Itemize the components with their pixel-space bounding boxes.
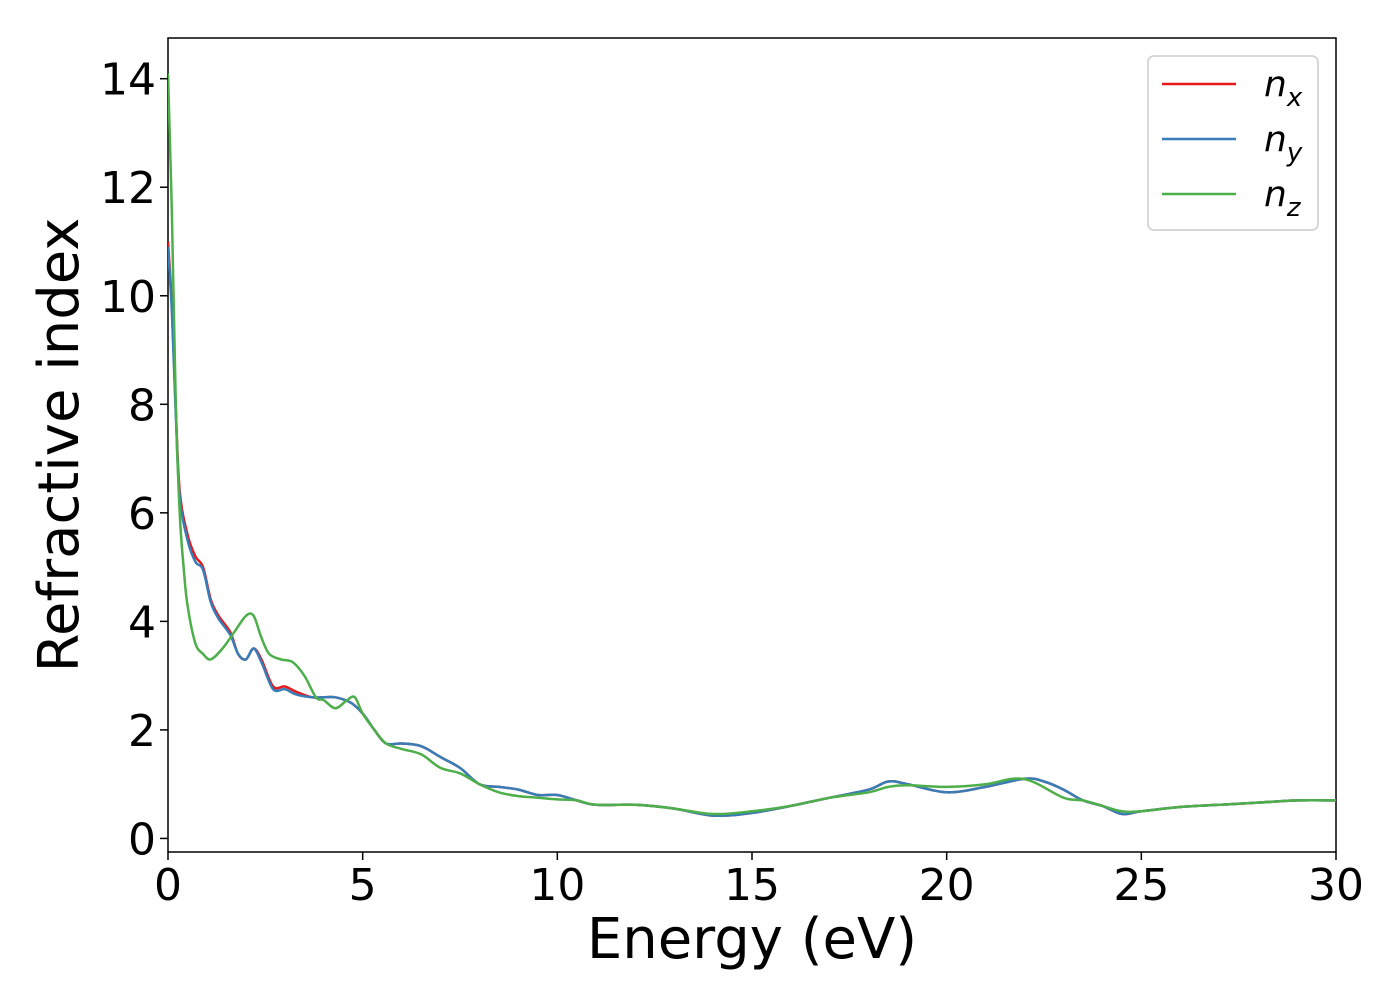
series-line-z: [168, 73, 1336, 816]
series-line-y: [168, 246, 1336, 818]
y-tick-label: 10: [100, 272, 156, 323]
y-axis-label: Refractive index: [27, 218, 92, 673]
y-tick-label: 6: [128, 489, 156, 540]
legend: nx ny nz: [1147, 55, 1319, 231]
y-tick-label: 8: [128, 380, 156, 431]
y-tick-label: 12: [100, 163, 156, 214]
x-tick-label: 25: [1113, 860, 1169, 911]
legend-label-z: nz: [1264, 174, 1302, 223]
legend-label-y: ny: [1264, 119, 1303, 168]
x-tick-label: 0: [154, 860, 182, 911]
series-line-x: [168, 241, 1336, 818]
legend-box: [1147, 55, 1319, 231]
x-axis-label: Energy (eV): [587, 907, 917, 972]
y-tick-label: 14: [100, 55, 156, 106]
legend-items: nx ny nz: [1162, 64, 1303, 223]
x-tick-label: 5: [349, 860, 377, 911]
y-tick-label: 4: [128, 597, 156, 648]
y-tick-label: 0: [128, 814, 156, 865]
x-tick-label: 20: [919, 860, 975, 911]
x-tick-label: 30: [1308, 860, 1364, 911]
series-layer: [168, 73, 1336, 818]
y-axis-ticks: 0 2 4 6 8 10 12 14: [100, 55, 168, 865]
legend-label-x: nx: [1264, 64, 1303, 113]
y-tick-label: 2: [128, 706, 156, 757]
x-tick-label: 15: [724, 860, 780, 911]
x-tick-label: 10: [529, 860, 585, 911]
x-axis-ticks: 0 5 10 15 20 25 30: [154, 852, 1364, 911]
